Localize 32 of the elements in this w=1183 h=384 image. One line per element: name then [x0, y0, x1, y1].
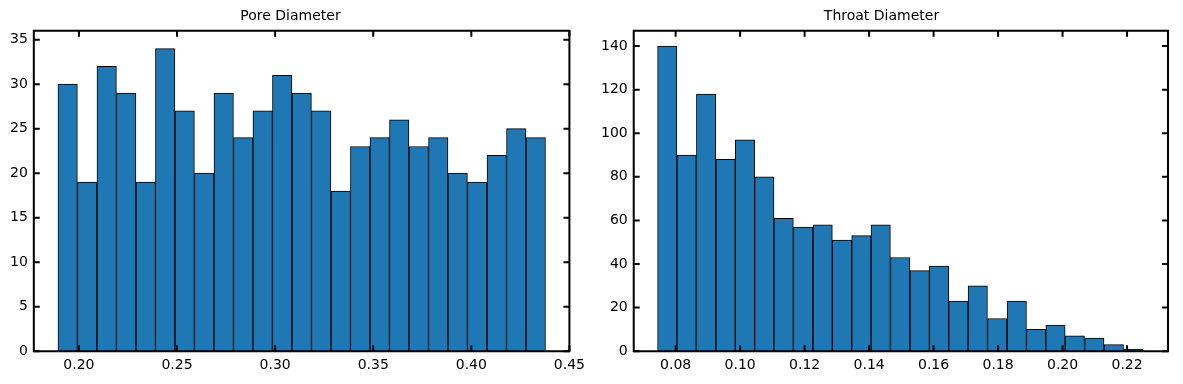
y-tick-label: 15: [9, 208, 28, 225]
y-tick-label: 120: [600, 80, 628, 97]
x-tick-label: 0.10: [724, 356, 756, 373]
y-tick-label: 0: [618, 341, 628, 358]
x-tick-label: 0.25: [161, 356, 193, 373]
x-tick-label: 0.20: [63, 356, 95, 373]
y-tick-label: 100: [600, 123, 628, 140]
chart-title: Throat Diameter: [822, 7, 940, 24]
x-tick-label: 0.08: [660, 356, 692, 373]
y-tick-label: 0: [18, 341, 28, 358]
chart-title: Pore Diameter: [240, 7, 341, 24]
y-tick-label: 20: [609, 298, 628, 315]
y-tick-label: 25: [9, 119, 28, 136]
y-tick-label: 20: [9, 163, 28, 180]
x-tick-label: 0.12: [789, 356, 821, 373]
x-tick-label: 0.20: [1046, 356, 1079, 373]
y-tick-label: 40: [609, 254, 628, 271]
y-tick-label: 5: [18, 297, 28, 314]
y-tick-label: 80: [609, 167, 628, 184]
y-tick-label: 140: [600, 36, 628, 53]
y-tick-label: 60: [609, 211, 628, 228]
x-tick-label: 0.40: [455, 356, 487, 373]
y-tick-label: 10: [9, 252, 28, 269]
x-tick-label: 0.45: [553, 356, 585, 373]
x-tick-label: 0.16: [918, 356, 950, 373]
x-tick-label: 0.14: [853, 356, 885, 373]
y-tick-label: 35: [9, 30, 28, 47]
x-tick-label: 0.22: [1111, 356, 1143, 373]
x-tick-label: 0.30: [259, 356, 291, 373]
x-tick-label: 0.18: [982, 356, 1014, 373]
x-tick-label: 0.35: [357, 356, 389, 373]
y-tick-label: 30: [9, 74, 28, 91]
